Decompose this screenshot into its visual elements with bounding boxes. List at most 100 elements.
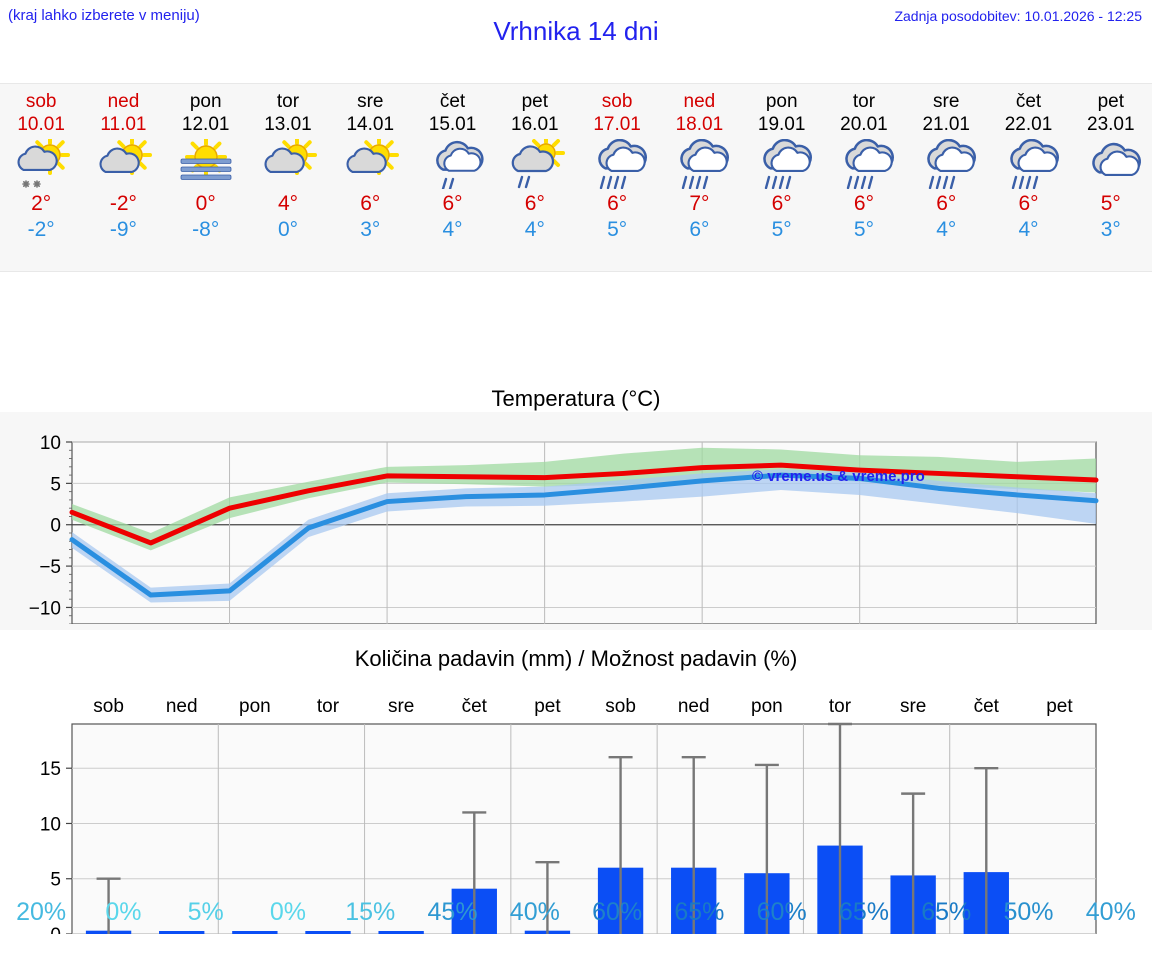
weather-icon-wrap [175,138,237,190]
day-of-week: pon [765,91,798,112]
precip-day-label: sob [93,696,124,717]
sun-cloud-snow-icon [17,139,71,188]
min-temperature: -2° [27,218,55,241]
min-temperature: 5° [771,218,792,241]
weather-icon-wrap [92,138,154,190]
cloud-rain-icon [598,139,648,189]
weather-icon-wrap [833,138,895,190]
day-date: 14.01 [346,114,395,135]
precipitation-probability: 0% [105,898,142,926]
weather-icon-wrap [915,138,977,190]
precipitation-probability: 0% [269,898,307,926]
max-temperature: 6° [607,192,628,215]
forecast-day-column[interactable]: pet 16.01 6° 4° [494,84,576,271]
precip-day-label: sre [900,696,926,717]
weather-icon-wrap [10,138,72,190]
page-title: Vrhnika 14 dni [493,16,659,46]
day-date: 19.01 [757,114,806,135]
precipitation-probability: 65% [674,898,725,926]
weather-icon-wrap [1080,138,1142,190]
day-of-week: pet [1097,91,1124,112]
precip-day-label: pet [1046,696,1073,717]
weather-icon-wrap [422,138,484,190]
weather-icon-wrap [339,138,401,190]
weather-icon-wrap [257,138,319,190]
max-temperature: 6° [853,192,874,215]
svg-text:5: 5 [50,870,61,891]
temperature-plot-svg: 10 5 0 −5 −10 [0,412,1152,625]
watermark: © vreme.us & vreme.pro [752,468,925,485]
day-date: 21.01 [922,114,970,135]
forecast-day-column[interactable]: sre 21.01 6° 4° [905,84,987,271]
svg-text:0: 0 [50,516,61,537]
day-of-week: tor [276,91,300,112]
day-of-week: čet [439,91,466,112]
day-of-week: pet [521,91,549,112]
day-date: 16.01 [511,114,559,135]
precipitation-probability: 50% [1003,898,1054,926]
min-temperature: 4° [442,218,463,241]
day-of-week: čet [1015,91,1042,112]
day-date: 23.01 [1087,114,1135,135]
max-temperature: -2° [109,192,137,215]
svg-text:−5: −5 [39,557,61,578]
max-temperature: 6° [360,192,381,215]
precip-day-label: pet [534,696,561,717]
day-of-week: ned [683,91,716,112]
precipitation-probability: 15% [345,898,396,926]
day-date: 11.01 [100,114,147,135]
day-date: 18.01 [675,114,724,135]
day-of-week: sob [601,91,633,112]
min-temperature: 0° [277,218,299,241]
forecast-day-column[interactable]: tor 20.01 6° 5° [823,84,905,271]
forecast-day-column[interactable]: sre 14.01 6° 3° [329,84,411,271]
max-temperature: 7° [689,192,710,215]
precipitation-probability-row: 20% 0% 5% 0% 15% 45% 40% 60% 65% 60% 65% 65% 50% 40% [0,898,1152,927]
cloud-light-rain-icon [435,140,484,189]
forecast-day-column[interactable]: sob 17.01 6° 5° [576,84,658,271]
forecast-day-column[interactable]: ned 18.01 7° 6° [658,84,740,271]
sun-fog-icon [180,139,232,180]
max-temperature: 6° [936,192,957,215]
min-temperature: 4° [524,218,545,241]
menu-hint: (kraj lahko izberete v meniju) [8,7,200,24]
svg-text:5: 5 [50,474,61,495]
svg-text:10: 10 [40,814,61,835]
forecast-day-column[interactable]: sob 10.01 2° -2° [0,84,82,271]
min-temperature: 6° [689,218,710,241]
max-temperature: 5° [1100,192,1121,215]
last-updated: Zadnja posodobitev: 10.01.2026 - 12:25 [894,8,1142,24]
forecast-day-column[interactable]: ned 11.01 -2° -9° [82,84,164,271]
day-date: 13.01 [264,114,312,135]
page-header: (kraj lahko izberete v meniju) Vrhnika 1… [0,0,1152,72]
forecast-day-column[interactable]: čet 22.01 6° 4° [987,84,1069,271]
cloud-rain-icon [680,139,730,189]
forecast-day-column[interactable]: pon 12.01 0° -8° [165,84,247,271]
precipitation-probability: 40% [1085,898,1136,926]
forecast-day-column[interactable]: pon 19.01 6° 5° [741,84,823,271]
precip-bar [232,931,278,934]
day-of-week: tor [852,91,876,112]
day-of-week: sre [933,91,960,112]
precip-day-label: ned [678,696,710,717]
svg-text:10: 10 [40,433,61,454]
precipitation-probability: 45% [427,898,478,926]
forecast-day-column[interactable]: tor 13.01 4° 0° [247,84,329,271]
precipitation-probability: 5% [187,898,224,926]
max-temperature: 6° [442,192,463,215]
sun-cloud-icon [346,139,400,175]
precipitation-chart-title: Količina padavin (mm) / Možnost padavin … [0,640,1152,672]
svg-text:15: 15 [40,759,61,780]
cloud-rain-icon [762,139,812,189]
max-temperature: 6° [524,192,545,215]
cloud-rain-icon [927,139,977,189]
forecast-day-column[interactable]: čet 15.01 6° 4° [411,84,493,271]
max-temperature: 4° [277,192,299,215]
cloud-rain-icon [1009,139,1059,189]
day-date: 15.01 [428,114,477,135]
weather-icon-wrap [668,138,730,190]
forecast-day-column[interactable]: pet 23.01 5° 3° [1070,84,1152,271]
precipitation-probability: 60% [756,898,807,926]
precip-bar [378,931,424,934]
min-temperature: -8° [192,218,220,241]
